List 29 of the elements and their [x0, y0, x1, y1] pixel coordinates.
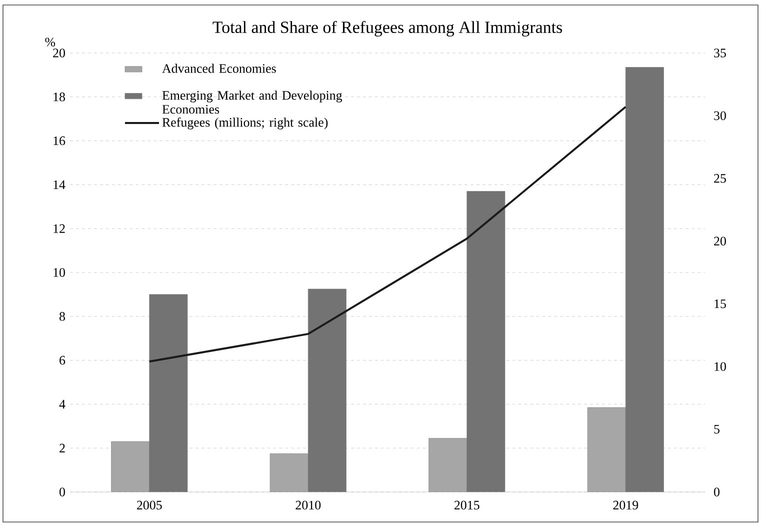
y2-tick-label: 30	[714, 111, 726, 120]
y-tick-label: 12	[54, 224, 65, 233]
y-tick-label: 16	[54, 136, 66, 146]
y-tick-label: 6	[60, 356, 66, 365]
y2-tick-label: 0	[714, 488, 720, 496]
x-tick-label: 2010	[296, 500, 321, 510]
y-tick-label: 2	[60, 444, 65, 452]
y-tick-label: 4	[59, 400, 66, 408]
y2-tick-label: 15	[714, 300, 726, 308]
y-tick-label: 8	[60, 312, 65, 321]
y-tick-label: 14	[54, 180, 66, 189]
legend-label: Refugees (millions; right scale)	[162, 117, 328, 130]
y2-tick-label: 25	[714, 174, 726, 183]
x-tick-label: 2015	[454, 500, 480, 510]
legend-label: Advanced Economies	[162, 64, 276, 73]
line-series	[148, 106, 627, 363]
x-tick-label: 2005	[136, 500, 162, 510]
y-tick-label: 0	[60, 488, 65, 496]
x-tick-label: 2019	[613, 500, 638, 510]
y2-tick-label: 10	[714, 362, 726, 371]
y2-tick-label: 5	[714, 424, 720, 434]
legend-label: Emerging Market and Developing Economies	[162, 90, 342, 114]
y-tick-label: 10	[54, 268, 65, 277]
y-axis-title: %	[45, 38, 56, 46]
chart-title: Total and Share of Refugees among All Immigrants	[212, 20, 562, 37]
y-tick-label: 18	[54, 92, 65, 102]
y-tick-label: 20	[53, 48, 65, 58]
y2-tick-label: 20	[714, 236, 726, 246]
y2-tick-label: 35	[714, 48, 726, 58]
